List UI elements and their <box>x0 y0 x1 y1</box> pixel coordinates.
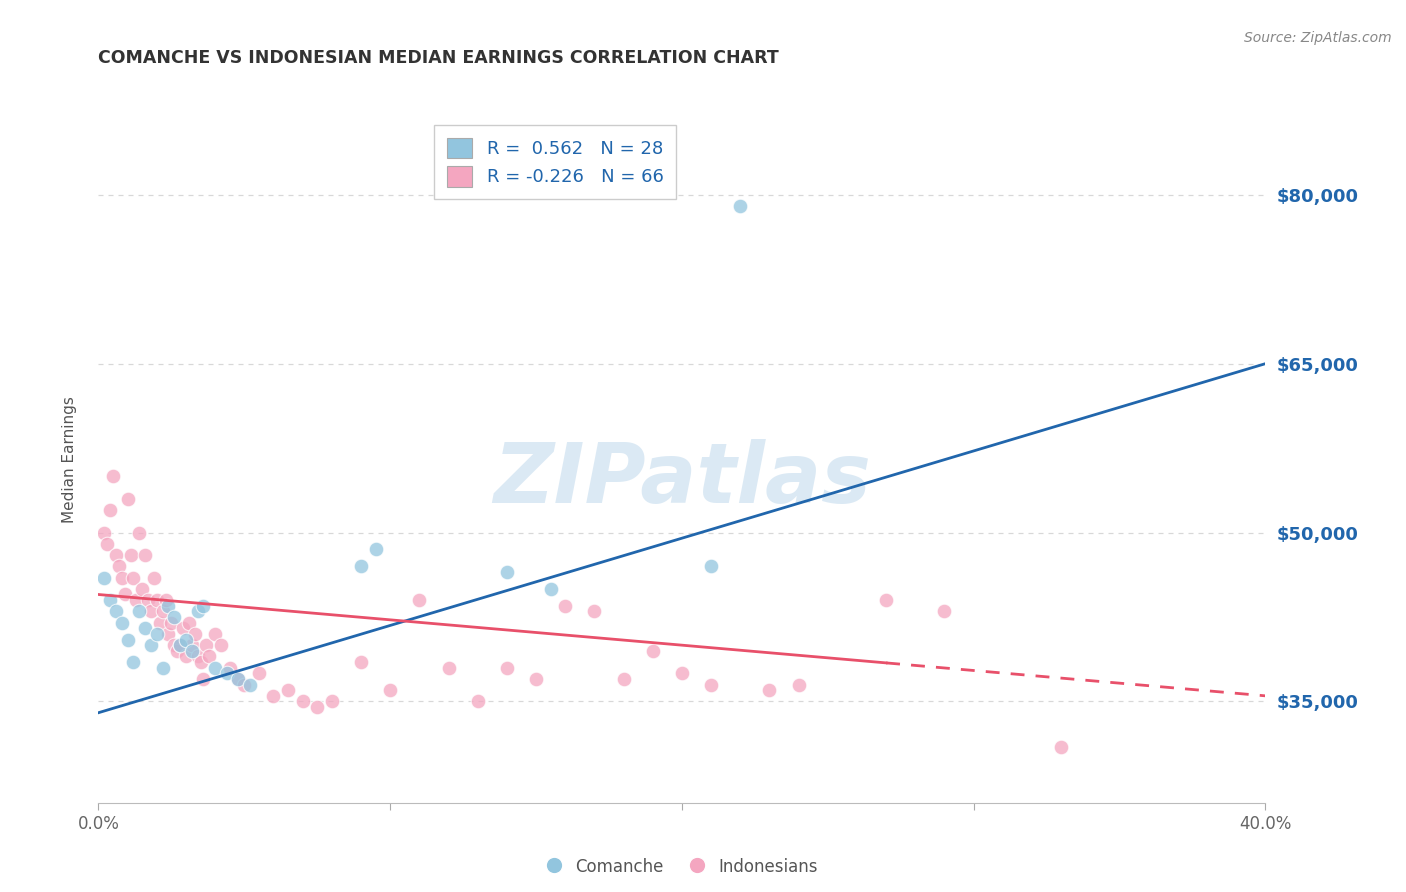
Point <box>152 661 174 675</box>
Point <box>139 638 162 652</box>
Point <box>155 593 177 607</box>
Point <box>262 689 284 703</box>
Point <box>467 694 489 708</box>
Point <box>728 199 751 213</box>
Point <box>583 604 606 618</box>
Point <box>114 587 136 601</box>
Text: COMANCHE VS INDONESIAN MEDIAN EARNINGS CORRELATION CHART: COMANCHE VS INDONESIAN MEDIAN EARNINGS C… <box>98 49 779 67</box>
Text: ZIPatlas: ZIPatlas <box>494 440 870 521</box>
Point <box>108 559 131 574</box>
Point <box>277 683 299 698</box>
Point <box>142 571 165 585</box>
Point <box>209 638 232 652</box>
Point <box>671 666 693 681</box>
Point <box>758 683 780 698</box>
Point <box>180 644 202 658</box>
Point <box>787 677 810 691</box>
Point <box>554 599 576 613</box>
Point <box>93 525 115 540</box>
Point <box>228 672 250 686</box>
Point <box>136 593 159 607</box>
Point <box>128 604 150 618</box>
Point <box>495 661 517 675</box>
Point <box>187 649 209 664</box>
Point <box>157 627 180 641</box>
Point <box>134 621 156 635</box>
Text: Source: ZipAtlas.com: Source: ZipAtlas.com <box>1244 31 1392 45</box>
Point <box>139 604 162 618</box>
Point <box>875 593 897 607</box>
Point <box>174 649 197 664</box>
Point <box>321 694 343 708</box>
Point <box>193 599 215 613</box>
Point <box>117 632 139 647</box>
Point <box>641 644 664 658</box>
Point <box>204 627 226 641</box>
Point <box>160 615 183 630</box>
Point <box>228 672 250 686</box>
Point <box>111 615 134 630</box>
Point <box>364 542 387 557</box>
Point <box>612 672 634 686</box>
Point <box>166 644 188 658</box>
Point <box>96 537 118 551</box>
Point <box>187 604 209 618</box>
Point <box>174 632 197 647</box>
Point <box>183 627 205 641</box>
Point <box>177 615 200 630</box>
Point <box>122 571 145 585</box>
Point <box>104 604 127 618</box>
Point <box>218 661 240 675</box>
Point <box>120 548 142 562</box>
Point <box>198 649 221 664</box>
Y-axis label: Median Earnings: Median Earnings <box>62 396 77 523</box>
Point <box>134 548 156 562</box>
Point <box>131 582 153 596</box>
Point <box>172 621 194 635</box>
Point <box>163 610 186 624</box>
Point <box>700 677 723 691</box>
Point <box>437 661 460 675</box>
Point <box>128 525 150 540</box>
Point <box>495 565 517 579</box>
Point <box>934 604 956 618</box>
Point <box>350 559 373 574</box>
Point <box>98 593 121 607</box>
Point <box>291 694 314 708</box>
Point <box>378 683 402 698</box>
Point <box>122 655 145 669</box>
Point <box>233 677 256 691</box>
Point <box>146 593 169 607</box>
Point <box>408 593 430 607</box>
Point <box>195 638 218 652</box>
Point <box>190 655 212 669</box>
Point <box>163 638 186 652</box>
Point <box>204 661 226 675</box>
Point <box>98 503 121 517</box>
Point <box>540 582 562 596</box>
Point <box>152 604 174 618</box>
Point <box>239 677 262 691</box>
Point <box>101 469 124 483</box>
Point <box>146 627 169 641</box>
Point <box>169 638 191 652</box>
Point <box>1050 739 1073 754</box>
Legend: Comanche, Indonesians: Comanche, Indonesians <box>538 850 825 884</box>
Point <box>700 559 723 574</box>
Point <box>307 700 329 714</box>
Point <box>149 615 172 630</box>
Point <box>247 666 270 681</box>
Point <box>215 666 238 681</box>
Point <box>169 638 191 652</box>
Point <box>125 593 148 607</box>
Point <box>111 571 134 585</box>
Point <box>104 548 127 562</box>
Point <box>93 571 115 585</box>
Point <box>157 599 180 613</box>
Point <box>524 672 547 686</box>
Point <box>350 655 373 669</box>
Point <box>117 491 139 506</box>
Point <box>193 672 215 686</box>
Point <box>180 638 202 652</box>
